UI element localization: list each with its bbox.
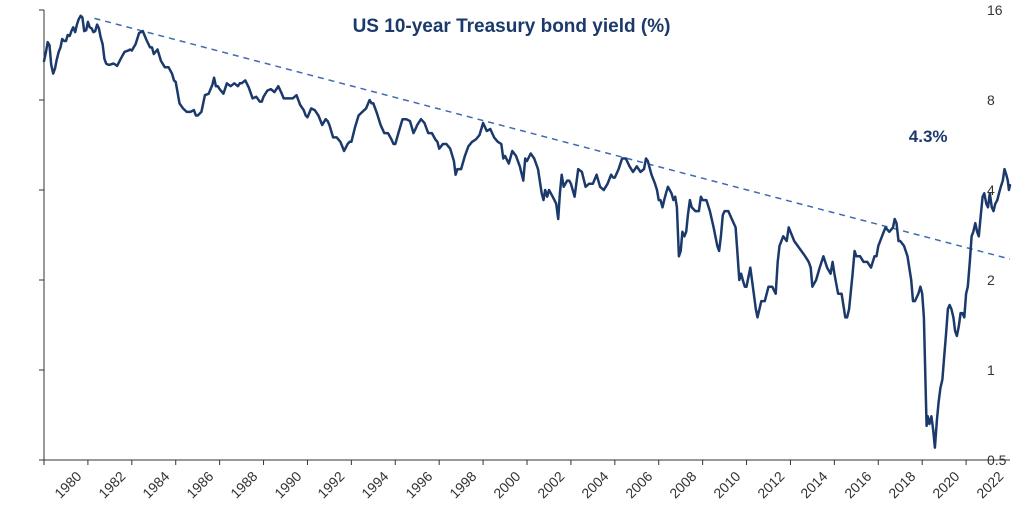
ytick-label: 0.5 bbox=[987, 452, 1023, 468]
ytick-label: 2 bbox=[987, 272, 1023, 288]
chart-container: US 10-year Treasury bond yield (%) 4.3% … bbox=[0, 0, 1023, 513]
ytick-label: 4 bbox=[987, 182, 1023, 198]
ytick-label: 16 bbox=[987, 2, 1023, 18]
ytick-label: 8 bbox=[987, 92, 1023, 108]
current-value-annotation: 4.3% bbox=[909, 127, 948, 147]
ytick-label: 1 bbox=[987, 362, 1023, 378]
trend-line bbox=[94, 18, 1010, 259]
chart-svg bbox=[0, 0, 1023, 513]
yield-line bbox=[44, 16, 1010, 448]
chart-title: US 10-year Treasury bond yield (%) bbox=[0, 16, 1023, 38]
